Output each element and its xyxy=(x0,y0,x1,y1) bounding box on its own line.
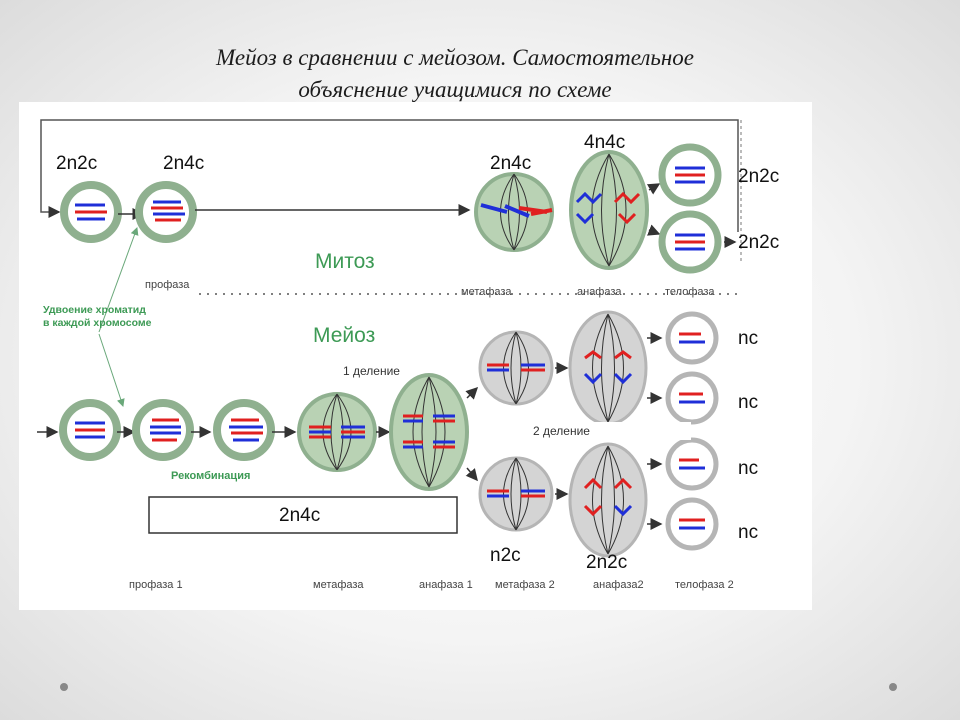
meiosis-formula-n2c: n2c xyxy=(490,545,521,566)
meiosis-nc-1: nc xyxy=(738,328,758,349)
meiosis-stage-anaphase-1: анафаза 1 xyxy=(419,579,473,591)
meiosis-nc-3: nc xyxy=(738,458,758,479)
meiosis-anaphase-2-cell-top xyxy=(568,310,648,426)
mitosis-loop-line xyxy=(40,119,739,232)
meiosis-formula-2n2c: 2n2c xyxy=(586,552,627,573)
note-line-1: Удвоение хроматид xyxy=(43,304,146,316)
mitosis-cell-2 xyxy=(135,181,197,243)
meiosis-title: Мейоз xyxy=(313,324,375,347)
mitosis-formula-4: 4n4c xyxy=(584,132,625,153)
mitosis-anaphase-cell xyxy=(569,150,649,270)
meiosis-metaphase-2-cell-bottom xyxy=(478,456,554,532)
meiosis-formula-2n4c: 2n4c xyxy=(279,505,320,526)
mitosis-stage-anaphase: анафаза xyxy=(577,286,622,298)
meiosis-gamete-3 xyxy=(665,437,719,491)
meiosis-division-1-label: 1 деление xyxy=(343,364,400,378)
meiosis-metaphase-2-cell-top xyxy=(478,330,554,406)
formula-2n4c-box xyxy=(148,496,458,534)
mitosis-formula-1: 2n2c xyxy=(56,153,97,174)
meiosis-stage-prophase-1: профаза 1 xyxy=(129,579,183,591)
meiosis-stage-metaphase: метафаза xyxy=(313,579,364,591)
diagram-panel: 2n2c 2n4c 2n4c 4n4c 2n2c 2n2c Митоз проф… xyxy=(19,102,812,610)
mitosis-stage-telophase: телофаза xyxy=(665,286,715,298)
mitosis-title: Митоз xyxy=(315,250,375,273)
mitosis-formula-5: 2n2c xyxy=(738,166,779,187)
mitosis-daughter-cell-1 xyxy=(658,143,722,207)
mitosis-formula-3: 2n4c xyxy=(490,153,531,174)
meiosis-gamete-2 xyxy=(665,371,719,425)
meiosis-metaphase-1-cell xyxy=(297,392,377,472)
mitosis-stage-prophase: профаза xyxy=(145,279,190,291)
division-2-label-bg xyxy=(531,422,691,440)
meiosis-nc-4: nc xyxy=(738,522,758,543)
meiosis-anaphase-2-cell-bottom xyxy=(568,442,648,558)
note-line-2: в каждой хромосоме xyxy=(43,317,152,329)
mitosis-cell-1 xyxy=(60,181,122,243)
meiosis-stage-metaphase-2: метафаза 2 xyxy=(495,579,555,591)
title-line-2: объяснение учащимися по схеме xyxy=(298,77,612,102)
slide-title: Мейоз в сравнении с мейозом. Самостоятел… xyxy=(0,42,910,106)
recombination-label: Рекомбинация xyxy=(171,470,250,482)
mitosis-metaphase-cell xyxy=(474,172,554,252)
meiosis-gamete-1 xyxy=(665,311,719,365)
mitosis-formula-6: 2n2c xyxy=(738,232,779,253)
meiosis-cell-1 xyxy=(59,399,121,461)
slide-dot-right xyxy=(889,683,897,691)
meiosis-gamete-4 xyxy=(665,497,719,551)
mitosis-stage-metaphase: метафаза xyxy=(461,286,512,298)
meiosis-stage-anaphase-2: анафаза2 xyxy=(593,579,644,591)
mitosis-daughter-cell-2 xyxy=(658,210,722,274)
title-line-1: Мейоз в сравнении с мейозом. Самостоятел… xyxy=(216,45,694,70)
meiosis-cell-3 xyxy=(213,399,275,461)
mitosis-meiosis-diagram: 2n2c 2n4c 2n4c 4n4c 2n2c 2n2c Митоз проф… xyxy=(37,119,779,591)
meiosis-division-2-label: 2 деление xyxy=(533,424,590,438)
meiosis-nc-2: nc xyxy=(738,392,758,413)
meiosis-cell-2 xyxy=(132,399,194,461)
meiosis-anaphase-1-cell xyxy=(389,373,469,491)
meiosis-stage-telophase-2: телофаза 2 xyxy=(675,579,734,591)
mitosis-formula-2: 2n4c xyxy=(163,153,204,174)
slide-dot-left xyxy=(60,683,68,691)
